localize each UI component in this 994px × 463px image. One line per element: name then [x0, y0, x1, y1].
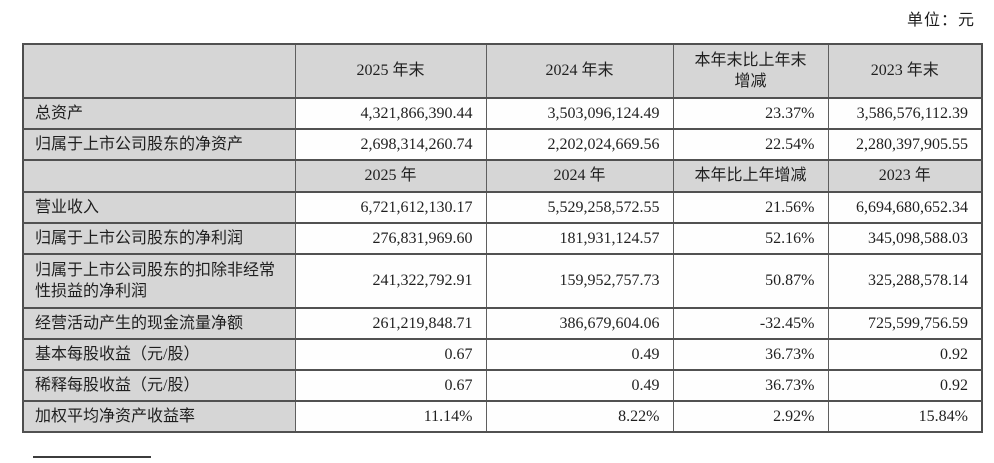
header-cell-blank — [22, 159, 296, 193]
row-net-assets-attributable: 归属于上市公司股东的净资产 2,698,314,260.74 2,202,024… — [22, 128, 983, 161]
header-cell-yoy-change: 本年比上年增减 — [672, 159, 829, 193]
row-label: 总资产 — [22, 97, 296, 130]
value-cell: 0.92 — [827, 338, 983, 371]
value-cell: 725,599,756.59 — [827, 307, 983, 340]
header-cell-2023: 2023 年 — [827, 159, 983, 193]
value-cell: 325,288,578.14 — [827, 253, 983, 309]
value-cell: 36.73% — [672, 338, 829, 371]
header-cell-blank — [22, 43, 296, 99]
row-label: 稀释每股收益（元/股） — [22, 369, 296, 402]
row-net-profit-excl-nonrecurring: 归属于上市公司股东的扣除非经常性损益的净利润 241,322,792.91 15… — [22, 253, 983, 309]
value-cell: 4,321,866,390.44 — [294, 97, 487, 130]
value-cell: 0.49 — [485, 369, 674, 402]
value-cell: 386,679,604.06 — [485, 307, 674, 340]
header-cell-yoy-change-year-end: 本年末比上年末增减 — [672, 43, 829, 99]
row-label: 加权平均净资产收益率 — [22, 400, 296, 433]
value-cell: 2.92% — [672, 400, 829, 433]
row-basic-eps: 基本每股收益（元/股） 0.67 0.49 36.73% 0.92 — [22, 338, 983, 371]
value-cell: 11.14% — [294, 400, 487, 433]
header-cell-2025: 2025 年 — [294, 159, 487, 193]
row-diluted-eps: 稀释每股收益（元/股） 0.67 0.49 36.73% 0.92 — [22, 369, 983, 402]
value-cell: 52.16% — [672, 222, 829, 255]
value-cell: 50.87% — [672, 253, 829, 309]
value-cell: 159,952,757.73 — [485, 253, 674, 309]
value-cell: 241,322,792.91 — [294, 253, 487, 309]
header-row-income: 2025 年 2024 年 本年比上年增减 2023 年 — [22, 159, 983, 193]
row-label: 经营活动产生的现金流量净额 — [22, 307, 296, 340]
row-operating-revenue: 营业收入 6,721,612,130.17 5,529,258,572.55 2… — [22, 191, 983, 224]
value-cell: 3,586,576,112.39 — [827, 97, 983, 130]
header-row-balance: 2025 年末 2024 年末 本年末比上年末增减 2023 年末 — [22, 43, 983, 99]
header-cell-2024-year-end: 2024 年末 — [485, 43, 674, 99]
value-cell: 261,219,848.71 — [294, 307, 487, 340]
value-cell: 0.67 — [294, 369, 487, 402]
value-cell: 8.22% — [485, 400, 674, 433]
value-cell: 15.84% — [827, 400, 983, 433]
value-cell: 0.67 — [294, 338, 487, 371]
value-cell: -32.45% — [672, 307, 829, 340]
value-cell: 21.56% — [672, 191, 829, 224]
unit-label: 单位：元 — [906, 12, 975, 29]
value-cell: 276,831,969.60 — [294, 222, 487, 255]
row-weighted-avg-roe: 加权平均净资产收益率 11.14% 8.22% 2.92% 15.84% — [22, 400, 983, 433]
value-cell: 6,694,680,652.34 — [827, 191, 983, 224]
row-label: 归属于上市公司股东的净资产 — [22, 128, 296, 161]
value-cell: 23.37% — [672, 97, 829, 130]
value-cell: 3,503,096,124.49 — [485, 97, 674, 130]
row-label: 归属于上市公司股东的净利润 — [22, 222, 296, 255]
cropped-next-row-fragment — [33, 456, 151, 458]
header-cell-2023-year-end: 2023 年末 — [827, 43, 983, 99]
value-cell: 2,202,024,669.56 — [485, 128, 674, 161]
value-cell: 6,721,612,130.17 — [294, 191, 487, 224]
value-cell: 2,698,314,260.74 — [294, 128, 487, 161]
value-cell: 22.54% — [672, 128, 829, 161]
row-total-assets: 总资产 4,321,866,390.44 3,503,096,124.49 23… — [22, 97, 983, 130]
financial-summary-table: 2025 年末 2024 年末 本年末比上年末增减 2023 年末 总资产 4,… — [22, 43, 983, 433]
value-cell: 181,931,124.57 — [485, 222, 674, 255]
row-net-profit-attributable: 归属于上市公司股东的净利润 276,831,969.60 181,931,124… — [22, 222, 983, 255]
value-cell: 2,280,397,905.55 — [827, 128, 983, 161]
header-cell-2024: 2024 年 — [485, 159, 674, 193]
row-operating-cash-flow: 经营活动产生的现金流量净额 261,219,848.71 386,679,604… — [22, 307, 983, 340]
value-cell: 5,529,258,572.55 — [485, 191, 674, 224]
value-cell: 0.92 — [827, 369, 983, 402]
row-label: 归属于上市公司股东的扣除非经常性损益的净利润 — [22, 253, 296, 309]
header-cell-2025-year-end: 2025 年末 — [294, 43, 487, 99]
value-cell: 36.73% — [672, 369, 829, 402]
value-cell: 345,098,588.03 — [827, 222, 983, 255]
row-label: 基本每股收益（元/股） — [22, 338, 296, 371]
row-label: 营业收入 — [22, 191, 296, 224]
value-cell: 0.49 — [485, 338, 674, 371]
